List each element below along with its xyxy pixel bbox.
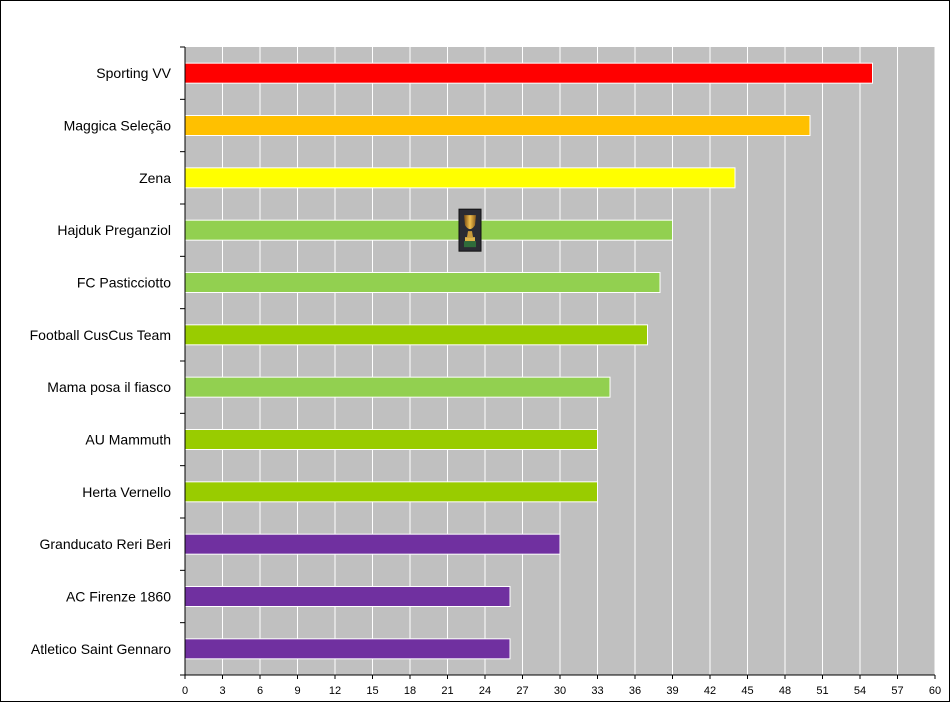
category-label: AC Firenze 1860 [66, 589, 171, 605]
annotations [458, 208, 482, 252]
category-label: FC Pasticciotto [77, 275, 171, 291]
bar [184, 219, 673, 241]
category-label: Maggica Seleção [64, 118, 172, 134]
category-label: Mama posa il fiasco [47, 379, 171, 395]
tick-label: 48 [779, 685, 791, 697]
category-label: Sporting VV [96, 65, 171, 81]
bar [184, 324, 648, 346]
category-label: Hajduk Preganziol [57, 222, 171, 238]
axes [180, 46, 936, 679]
bar [184, 272, 661, 293]
bars [184, 62, 873, 660]
category-label: Zena [139, 170, 171, 186]
category-label: AU Mammuth [85, 432, 171, 448]
tick-label: 3 [219, 685, 225, 697]
bar [184, 376, 611, 398]
bar [184, 586, 511, 607]
trophy-cup [464, 215, 476, 230]
trophy-stem [467, 231, 473, 238]
tick-label: 18 [404, 685, 416, 697]
bar [184, 429, 598, 450]
tick-label: 12 [329, 685, 341, 697]
tick-label: 33 [591, 685, 603, 697]
trophy-base [464, 241, 476, 248]
trophy-icon [458, 208, 482, 252]
tick-label: 51 [816, 685, 828, 697]
tick-label: 45 [741, 685, 753, 697]
tick-label: 9 [294, 685, 300, 697]
bar [184, 62, 873, 84]
category-labels: Sporting VV Maggica Seleção Zena Hajduk Pre… [30, 65, 172, 657]
tick-label: 30 [554, 685, 566, 697]
bar [184, 638, 511, 660]
bar [184, 533, 561, 555]
bar [184, 115, 811, 136]
tick-label: 36 [629, 685, 641, 697]
category-label: Atletico Saint Gennaro [31, 641, 171, 657]
tick-label: 54 [854, 685, 866, 697]
trophy-band [465, 237, 475, 242]
tick-label: 0 [182, 685, 188, 697]
gridlines [222, 47, 936, 675]
tick-label: 39 [666, 685, 678, 697]
tick-label: 21 [441, 685, 453, 697]
category-label: Herta Vernello [82, 484, 171, 500]
category-label: Football CusCus Team [30, 327, 171, 343]
tick-label: 42 [704, 685, 716, 697]
bar [184, 481, 598, 503]
tick-label: 57 [891, 685, 903, 697]
tick-label: 6 [257, 685, 263, 697]
tick-labels: 0 3 6 9 12 15 18 21 24 27 30 33 36 39 42 45 48 51 54 57 60 [182, 685, 941, 697]
tick-label: 15 [366, 685, 378, 697]
bar [184, 167, 736, 189]
tick-label: 24 [479, 685, 491, 697]
tick-label: 60 [929, 685, 941, 697]
tick-label: 27 [516, 685, 528, 697]
category-label: Granducato Reri Beri [39, 536, 171, 552]
